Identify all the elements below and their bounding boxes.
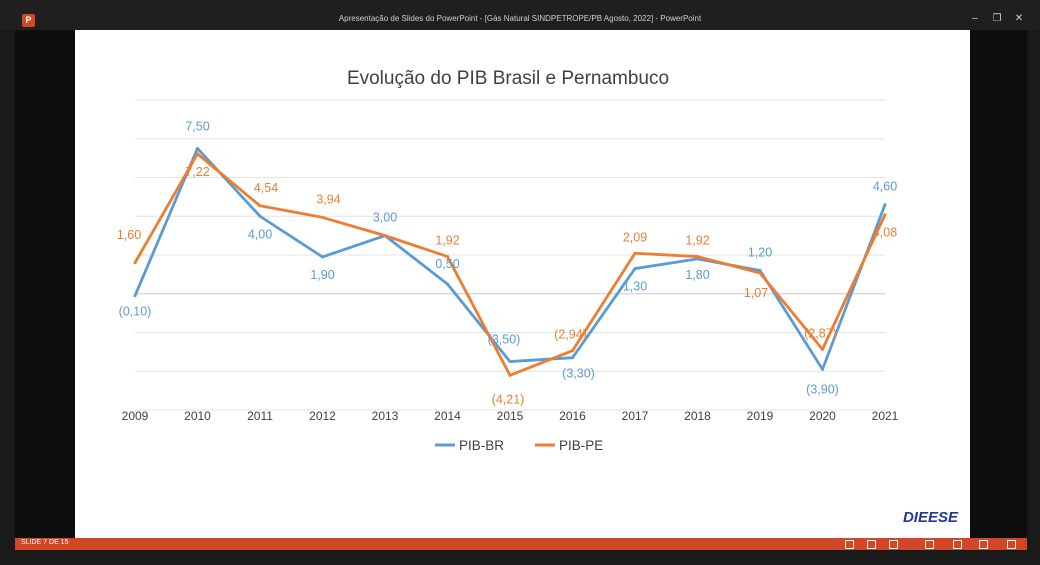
- normal-view-icon[interactable]: [925, 540, 934, 549]
- data-point: [758, 269, 762, 272]
- data-point: [321, 255, 324, 259]
- legend-label: PIB-BR: [459, 438, 504, 453]
- data-label: 7,22: [185, 165, 209, 179]
- x-tick-label: 2014: [434, 409, 461, 423]
- screen-bottom: [0, 550, 1040, 565]
- data-label: (3,90): [806, 382, 839, 396]
- data-point: [571, 349, 574, 353]
- data-point: [258, 204, 262, 208]
- x-tick-label: 2010: [184, 409, 211, 423]
- data-label: (2,87): [804, 326, 837, 340]
- data-point: [883, 213, 887, 217]
- presenter-margin-right: [970, 30, 1027, 538]
- data-label: 1,20: [748, 246, 772, 260]
- x-tick-label: 2013: [372, 409, 399, 423]
- data-point: [321, 215, 324, 219]
- data-point: [446, 282, 449, 286]
- data-label: 1,92: [685, 234, 709, 248]
- close-button[interactable]: ✕: [1014, 13, 1024, 24]
- x-tick-label: 2016: [559, 409, 586, 423]
- window-titlebar: P Apresentação de Slides do PowerPoint -…: [0, 0, 1040, 30]
- data-point: [883, 203, 887, 207]
- comments-icon[interactable]: [889, 540, 898, 549]
- data-label: 4,00: [248, 227, 272, 241]
- data-label: 1,07: [744, 286, 768, 300]
- data-label: 1,90: [310, 268, 334, 282]
- data-label: (3,50): [488, 333, 521, 347]
- chart-title: Evolução do PIB Brasil e Pernambuco: [347, 68, 669, 89]
- data-label: 2,09: [623, 230, 647, 244]
- data-point: [571, 356, 574, 360]
- reading-view-icon[interactable]: [979, 540, 988, 549]
- data-label: (2,94): [554, 328, 587, 342]
- x-tick-label: 2011: [247, 409, 273, 423]
- dieese-logo: DIEESE: [903, 509, 959, 526]
- data-label: 3,94: [316, 192, 340, 206]
- minimize-button[interactable]: –: [972, 13, 978, 24]
- data-point: [508, 373, 512, 377]
- data-label: 1,30: [623, 280, 647, 294]
- x-tick-label: 2015: [497, 409, 524, 423]
- presenter-margin-left: [15, 30, 75, 538]
- data-label: (3,30): [562, 367, 595, 381]
- data-point: [258, 214, 262, 218]
- chart-legend: PIB-BR PIB-PE: [435, 438, 603, 453]
- data-point: [633, 251, 637, 255]
- data-point: [133, 294, 137, 298]
- window-title: Apresentação de Slides do PowerPoint - […: [338, 14, 702, 23]
- data-label: 1,80: [685, 268, 709, 282]
- x-tick-label: 2018: [684, 409, 711, 423]
- data-label: 0,50: [435, 257, 459, 271]
- chart: Evolução do PIB Brasil e Pernambuco 2009…: [117, 68, 959, 526]
- notes-icon[interactable]: [867, 540, 876, 549]
- slide: Evolução do PIB Brasil e Pernambuco 2009…: [75, 30, 970, 538]
- data-label: (0,10): [119, 305, 152, 319]
- data-point: [758, 271, 762, 275]
- data-point: [821, 367, 824, 371]
- accessibility-icon[interactable]: [845, 540, 854, 549]
- data-label: (4,21): [492, 392, 525, 406]
- powerpoint-icon: P: [22, 14, 35, 27]
- data-label: 4,08: [873, 226, 897, 240]
- data-point: [133, 261, 137, 265]
- data-label: 7,50: [185, 119, 209, 133]
- x-tick-label: 2020: [809, 409, 836, 423]
- data-point: [821, 347, 824, 351]
- data-point: [696, 255, 699, 259]
- data-label: 1,92: [435, 234, 459, 248]
- x-tick-label: 2021: [872, 409, 899, 423]
- data-point: [508, 360, 512, 364]
- data-point: [383, 234, 387, 238]
- legend-label: PIB-PE: [559, 438, 603, 453]
- slide-sorter-icon[interactable]: [953, 540, 962, 549]
- data-point: [633, 267, 637, 271]
- x-tick-label: 2012: [309, 409, 336, 423]
- data-label: 4,54: [254, 181, 278, 195]
- data-label: 3,00: [373, 211, 397, 225]
- x-tick-label: 2009: [122, 409, 149, 423]
- x-tick-label: 2019: [747, 409, 774, 423]
- restore-button[interactable]: ❐: [992, 13, 1002, 24]
- data-label: 1,60: [117, 228, 141, 242]
- data-point: [196, 152, 199, 156]
- slideshow-icon[interactable]: [1007, 540, 1016, 549]
- data-point: [196, 146, 199, 150]
- data-label: 4,60: [873, 180, 897, 194]
- slide-counter: SLIDE 7 DE 15: [21, 539, 69, 546]
- data-point: [446, 255, 449, 259]
- x-tick-label: 2017: [622, 409, 649, 423]
- status-bar: SLIDE 7 DE 15: [15, 538, 1027, 550]
